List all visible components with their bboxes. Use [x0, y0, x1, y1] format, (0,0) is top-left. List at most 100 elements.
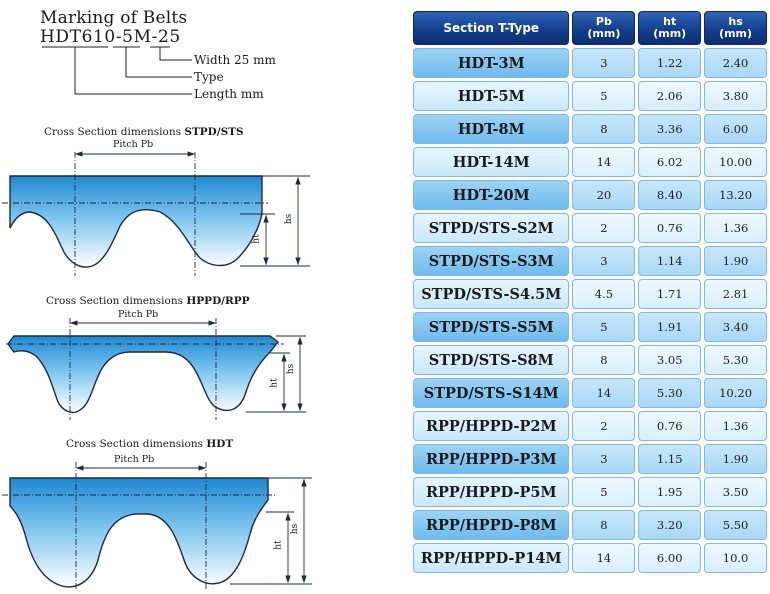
hppd-cross-section [6, 318, 306, 420]
cell-hs: 2.40 [704, 48, 767, 78]
cell-hs: 1.90 [704, 246, 767, 276]
cell-pb: 8 [572, 345, 636, 375]
cell-pb: 3 [572, 48, 636, 78]
cell-section: HDT-8M [413, 114, 570, 144]
cell-pb: 14 [572, 147, 636, 177]
cell-hs: 1.90 [704, 444, 767, 474]
header-text-line: (mm) [719, 27, 753, 40]
cell-hs: 1.36 [704, 411, 767, 441]
header-text-line: (mm) [587, 27, 621, 40]
cell-pb: 20 [572, 180, 636, 210]
cell-pb: 3 [572, 444, 636, 474]
stpd-caption: Cross Section dimensions STPD/STS [44, 126, 244, 138]
cell-hs: 5.50 [704, 510, 767, 540]
cell-pb: 14 [572, 543, 636, 573]
cell-section: HDT-20M [413, 180, 570, 210]
header-section-type: Section T-Type [413, 11, 570, 45]
cell-section: STPD/STS-S14M [413, 378, 570, 408]
table-row: HDT-8M 8 3.36 6.00 [413, 114, 767, 144]
hdt-hs-label: hs [290, 523, 301, 535]
cell-pb: 2 [572, 213, 636, 243]
cell-section: RPP/HPPD-P14M [413, 543, 570, 573]
hdt-caption: Cross Section dimensions HDT [66, 438, 233, 450]
cell-ht: 0.76 [638, 213, 702, 243]
hppd-caption: Cross Section dimensions HPPD/RPP [46, 295, 250, 307]
table-row: RPP/HPPD-P14M 14 6.00 10.0 [413, 543, 767, 573]
cell-pb: 3 [572, 246, 636, 276]
belt-spec-table: Section T-Type Pb (mm) ht (mm) hs (mm) HDT-… [410, 8, 770, 576]
cell-section: STPD/STS-S5M [413, 312, 570, 342]
cell-pb: 5 [572, 477, 636, 507]
width-label: Width 25 mm [194, 53, 276, 67]
belt-diagrams-panel: Marking of Belts HDT610-5M-25 Width 25 m… [2, 8, 312, 590]
caption-profile: STPD/STS [184, 126, 244, 138]
table-row: RPP/HPPD-P2M 2 0.76 1.36 [413, 411, 767, 441]
cell-ht: 1.71 [638, 279, 702, 309]
cell-section: RPP/HPPD-P3M [413, 444, 570, 474]
cell-section: STPD/STS-S2M [413, 213, 570, 243]
caption-prefix: Cross Section dimensions [46, 295, 184, 307]
marking-title: Marking of Belts [40, 8, 188, 28]
hppd-pitch-label: Pitch Pb [118, 309, 159, 320]
cell-ht: 2.06 [638, 81, 702, 111]
cell-pb: 2 [572, 411, 636, 441]
table-row: STPD/STS-S14M 14 5.30 10.20 [413, 378, 767, 408]
cell-hs: 6.00 [704, 114, 767, 144]
cell-hs: 2.81 [704, 279, 767, 309]
cell-section: RPP/HPPD-P5M [413, 477, 570, 507]
header-pb: Pb (mm) [572, 11, 636, 45]
stpd-pitch-label: Pitch Pb [113, 139, 154, 150]
table-row: RPP/HPPD-P5M 5 1.95 3.50 [413, 477, 767, 507]
cell-pb: 5 [572, 312, 636, 342]
cell-ht: 6.02 [638, 147, 702, 177]
header-hs: hs (mm) [704, 11, 767, 45]
cell-ht: 1.14 [638, 246, 702, 276]
cell-ht: 3.20 [638, 510, 702, 540]
cell-ht: 6.00 [638, 543, 702, 573]
cell-section: STPD/STS-S3M [413, 246, 570, 276]
marking-leader-lines [42, 46, 192, 95]
cell-hs: 10.00 [704, 147, 767, 177]
table-row: HDT-5M 5 2.06 3.80 [413, 81, 767, 111]
cell-ht: 1.22 [638, 48, 702, 78]
table-header-row: Section T-Type Pb (mm) ht (mm) hs (mm) [413, 11, 767, 45]
table-row: HDT-14M 14 6.02 10.00 [413, 147, 767, 177]
cell-pb: 4.5 [572, 279, 636, 309]
header-text-line: ht [663, 15, 677, 28]
cell-section: HDT-14M [413, 147, 570, 177]
cell-hs: 3.40 [704, 312, 767, 342]
table-row: STPD/STS-S5M 5 1.91 3.40 [413, 312, 767, 342]
cell-pb: 8 [572, 114, 636, 144]
cell-pb: 14 [572, 378, 636, 408]
cell-pb: 8 [572, 510, 636, 540]
cell-ht: 8.40 [638, 180, 702, 210]
type-label: Type [194, 70, 224, 84]
header-text-line: (mm) [653, 27, 687, 40]
hdt-ht-label: ht [273, 540, 284, 550]
header-text-line: Pb [595, 15, 612, 28]
cell-hs: 5.30 [704, 345, 767, 375]
cell-ht: 5.30 [638, 378, 702, 408]
cell-ht: 3.05 [638, 345, 702, 375]
length-label: Length mm [194, 87, 264, 101]
caption-profile: HDT [206, 438, 234, 450]
cell-ht: 1.95 [638, 477, 702, 507]
cell-hs: 3.80 [704, 81, 767, 111]
table-row: STPD/STS-S8M 8 3.05 5.30 [413, 345, 767, 375]
cell-ht: 1.15 [638, 444, 702, 474]
cell-ht: 3.36 [638, 114, 702, 144]
table-row: STPD/STS-S2M 2 0.76 1.36 [413, 213, 767, 243]
caption-profile: HPPD/RPP [186, 295, 250, 307]
caption-prefix: Cross Section dimensions [66, 438, 204, 450]
cell-section: RPP/HPPD-P2M [413, 411, 570, 441]
cell-hs: 13.20 [704, 180, 767, 210]
stpd-cross-section [2, 151, 310, 276]
table-row: STPD/STS-S4.5M 4.5 1.71 2.81 [413, 279, 767, 309]
table-row: RPP/HPPD-P8M 8 3.20 5.50 [413, 510, 767, 540]
cell-hs: 1.36 [704, 213, 767, 243]
header-ht: ht (mm) [638, 11, 702, 45]
hdt-cross-section [2, 462, 312, 590]
cell-hs: 10.20 [704, 378, 767, 408]
table-row: STPD/STS-S3M 3 1.14 1.90 [413, 246, 767, 276]
cell-section: STPD/STS-S8M [413, 345, 570, 375]
